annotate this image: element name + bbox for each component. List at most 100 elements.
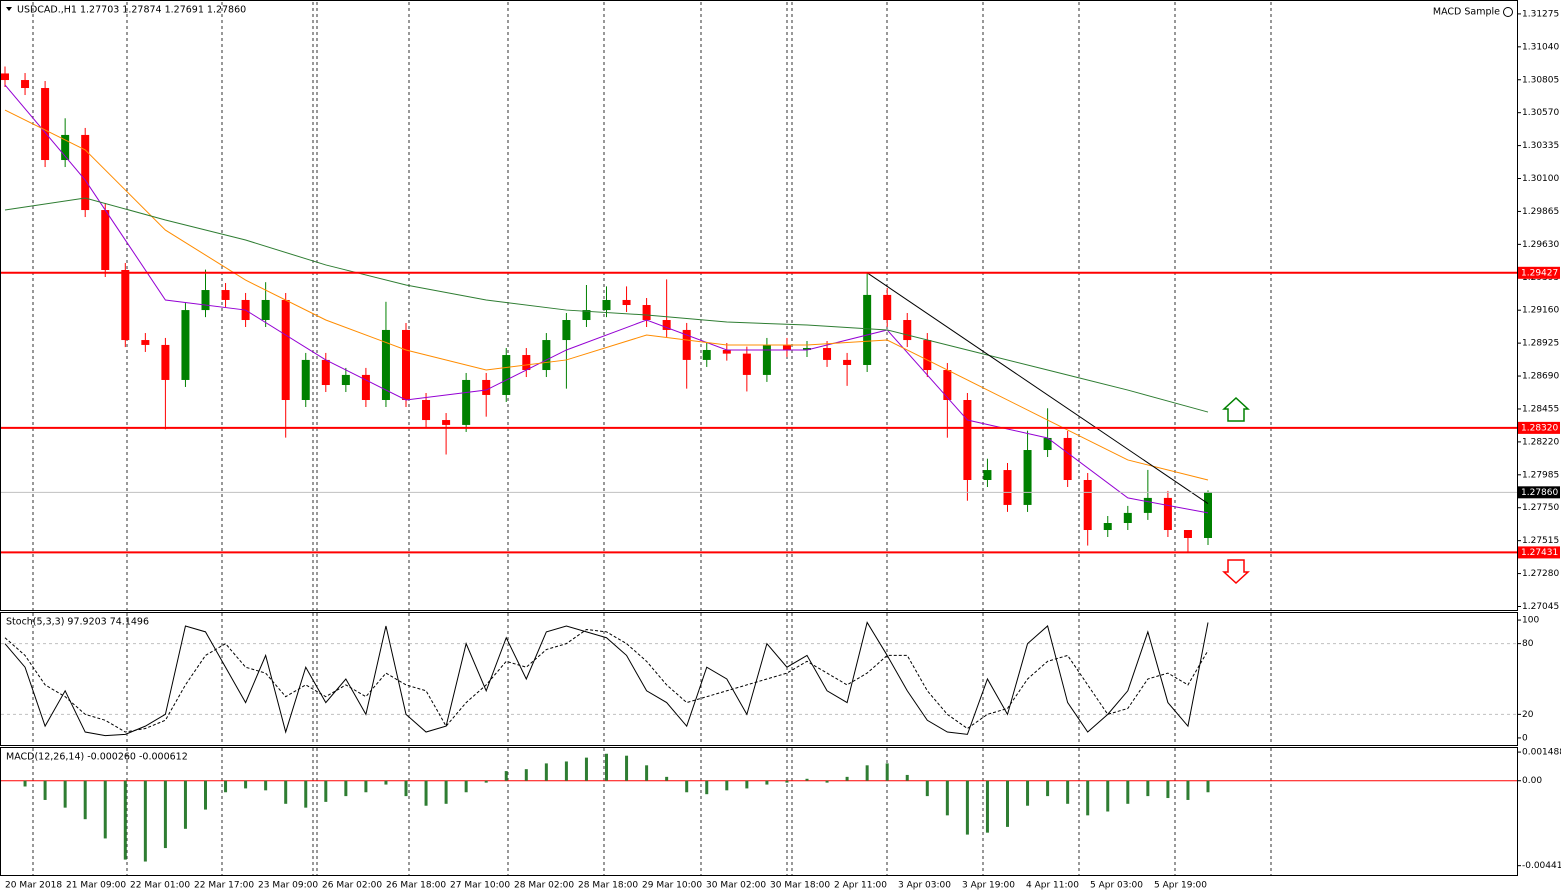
time-label: 28 Mar 02:00 <box>514 881 574 891</box>
macd-bar <box>183 780 187 829</box>
macd-bar <box>905 774 909 781</box>
candle-body <box>742 353 751 375</box>
candle-body <box>1043 437 1052 451</box>
level-label: 1.28320 <box>1521 423 1558 433</box>
level-tag <box>1518 546 1560 559</box>
candle-body <box>161 344 170 380</box>
candle-body <box>101 210 110 270</box>
y-tick-label: 1.27045 <box>1522 602 1559 612</box>
indicator-label: MACD(12,26,14) -0.000260 -0.000612 <box>6 752 188 763</box>
y-tick-label: 0.001488 <box>1522 748 1561 758</box>
main-panel-frame <box>0 0 1518 611</box>
time-label: 26 Mar 18:00 <box>386 881 446 891</box>
candle-body <box>261 299 270 321</box>
macd-bar <box>324 780 328 802</box>
macd-bar <box>544 763 548 781</box>
candle-body <box>201 290 210 311</box>
candle-body <box>863 294 872 365</box>
moving-average <box>4 109 1209 481</box>
time-label: 2 Apr 11:00 <box>834 881 887 891</box>
macd-bar <box>945 780 949 816</box>
symbol-header: USDCAD.,H1 1.27703 1.27874 1.27691 1.278… <box>17 5 246 16</box>
candle-body <box>522 355 531 371</box>
candle-body <box>1083 479 1092 531</box>
macd-bar <box>1046 780 1050 797</box>
candle-body <box>301 359 310 401</box>
candle-body <box>422 400 431 421</box>
moving-average <box>4 84 1209 514</box>
candle-body <box>462 379 471 425</box>
macd-bar <box>1106 780 1110 812</box>
candle-body <box>41 88 50 161</box>
candle-body <box>722 349 731 354</box>
indicator-label: Stoch(5,3,3) 97.9203 74.1496 <box>6 617 149 628</box>
expert-icon[interactable] <box>1503 7 1513 17</box>
macd-bar <box>83 780 87 820</box>
level-label: 1.27431 <box>1521 548 1558 558</box>
candle-body <box>582 310 591 321</box>
candle-body <box>542 340 551 371</box>
macd-bar <box>885 763 889 781</box>
level-tag <box>1518 421 1560 434</box>
macd-bar <box>584 757 588 781</box>
candle-body <box>482 379 491 395</box>
candle-body <box>402 329 410 401</box>
time-label: 22 Mar 01:00 <box>130 881 190 891</box>
macd-bar <box>1066 780 1070 804</box>
time-label: 3 Apr 19:00 <box>962 881 1015 891</box>
macd-bar <box>364 780 368 793</box>
macd-bar <box>645 765 649 781</box>
macd-bar <box>384 780 388 785</box>
macd-bar <box>1186 780 1190 800</box>
macd-bar <box>1086 780 1090 816</box>
macd-bar <box>123 780 127 860</box>
time-label: 29 Mar 10:00 <box>642 881 702 891</box>
candle-body <box>181 310 190 380</box>
candle-body <box>662 320 671 330</box>
y-tick-label: 1.28690 <box>1522 372 1559 382</box>
macd-bar <box>564 761 568 781</box>
time-label: 28 Mar 18:00 <box>578 881 638 891</box>
time-label: 20 Mar 2018 <box>5 881 62 891</box>
time-label: 27 Mar 10:00 <box>450 881 510 891</box>
down-arrow <box>1222 559 1250 585</box>
candle-body <box>622 299 631 306</box>
macd-bar <box>204 780 207 810</box>
candle-body <box>762 344 771 375</box>
level-label: 1.29427 <box>1521 268 1558 278</box>
time-label: 23 Mar 09:00 <box>258 881 318 891</box>
macd-bar <box>464 780 468 793</box>
candle-body <box>602 299 611 311</box>
y-tick-label: 1.28220 <box>1522 437 1559 447</box>
candle-body <box>883 294 892 321</box>
macd-bar <box>143 780 147 862</box>
stoch-panel-frame <box>0 612 1518 746</box>
macd-bar <box>344 780 348 797</box>
time-label: 5 Apr 03:00 <box>1090 881 1143 891</box>
macd-bar <box>484 780 488 783</box>
time-label: 22 Mar 17:00 <box>194 881 254 891</box>
y-tick-label: 1.28925 <box>1522 339 1559 349</box>
macd-bar <box>163 780 167 849</box>
menu-triangle[interactable] <box>6 7 12 11</box>
y-tick-label: 1.30100 <box>1522 174 1559 184</box>
y-tick-label: 1.29160 <box>1522 306 1559 316</box>
macd-bar <box>1026 780 1030 806</box>
candle-body <box>1003 470 1012 505</box>
candle-body <box>843 359 852 365</box>
y-tick-label: 1.27750 <box>1522 503 1559 513</box>
time-label: 4 Apr 11:00 <box>1026 881 1079 891</box>
macd-bar <box>504 771 508 781</box>
time-label: 5 Apr 19:00 <box>1154 881 1207 891</box>
candle-body <box>121 269 130 341</box>
candle-body <box>341 374 350 386</box>
y-tick-label: 0 <box>1522 733 1528 743</box>
candle-body <box>61 134 70 161</box>
y-tick-label: 0.00 <box>1522 776 1542 786</box>
macd-bar <box>805 778 809 781</box>
macd-bar <box>625 755 629 781</box>
candle-body <box>361 374 370 401</box>
y-tick-label: 100 <box>1522 616 1539 626</box>
